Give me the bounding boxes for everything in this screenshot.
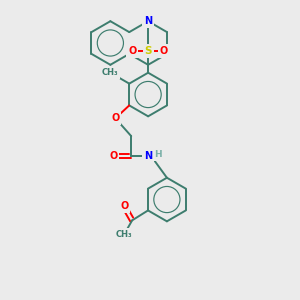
Text: O: O [120, 202, 128, 212]
Text: H: H [154, 151, 162, 160]
Text: N: N [144, 151, 152, 161]
Text: O: O [160, 46, 168, 56]
Text: CH₃: CH₃ [116, 230, 133, 239]
Text: S: S [144, 46, 152, 56]
Text: CH₃: CH₃ [102, 68, 119, 77]
Text: O: O [128, 46, 136, 56]
Text: N: N [144, 16, 152, 26]
Text: O: O [111, 113, 119, 123]
Text: O: O [109, 151, 118, 161]
